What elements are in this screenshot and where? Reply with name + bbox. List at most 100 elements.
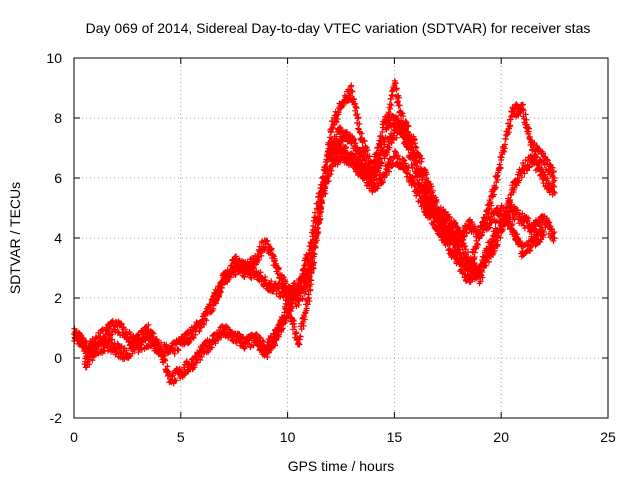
data-point-fill: [511, 230, 518, 237]
data-point-fill: [164, 363, 171, 370]
data-point-fill: [549, 164, 556, 171]
y-tick-label: 0: [54, 350, 62, 366]
data-point-fill: [344, 128, 351, 135]
data-point-fill: [208, 344, 215, 351]
data-point-fill: [333, 119, 340, 126]
data-point-fill: [241, 273, 248, 280]
data-point-fill: [527, 247, 534, 254]
data-point-fill: [392, 80, 399, 87]
data-point-fill: [488, 202, 495, 209]
x-axis-label: GPS time / hours: [288, 458, 395, 474]
data-point-fill: [197, 324, 204, 331]
data-point-fill: [336, 124, 343, 131]
data-point-fill: [551, 229, 558, 236]
data-point-fill: [401, 121, 408, 128]
data-point-fill: [273, 260, 280, 267]
data-point-fill: [480, 262, 487, 269]
data-point-fill: [379, 179, 386, 186]
data-point-fill: [203, 317, 210, 324]
data-point-fill: [494, 241, 501, 248]
data-point-fill: [248, 275, 255, 282]
data-point-fill: [376, 158, 383, 165]
data-point-fill: [443, 224, 450, 231]
data-point-fill: [302, 288, 309, 295]
data-point-fill: [300, 322, 307, 329]
y-tick-label: 8: [54, 110, 62, 126]
data-point-fill: [414, 159, 421, 166]
data-point-fill: [137, 341, 144, 348]
data-point-fill: [509, 221, 516, 228]
data-point-fill: [408, 141, 415, 148]
data-point-fill: [295, 280, 302, 287]
data-point-fill: [400, 113, 407, 120]
chart-title: Day 069 of 2014, Sidereal Day-to-day VTE…: [86, 20, 591, 36]
data-point-fill: [518, 174, 525, 181]
data-point-fill: [265, 250, 272, 257]
data-point: [348, 88, 355, 94]
data-point-fill: [520, 107, 527, 114]
data-point-fill: [353, 105, 360, 112]
data-point-fill: [386, 168, 393, 175]
series-track-c: [209, 82, 558, 310]
data-point-fill: [233, 339, 240, 346]
data-point-fill: [490, 238, 497, 245]
data-point-fill: [482, 257, 489, 264]
x-tick-label: 25: [600, 429, 616, 445]
data-point-fill: [287, 305, 294, 312]
data-point-fill: [533, 153, 540, 160]
data-point-fill: [521, 170, 528, 177]
data-point-fill: [256, 334, 263, 341]
data-point-fill: [474, 270, 481, 277]
data-point-fill: [394, 98, 401, 105]
data-point-fill: [519, 210, 526, 217]
data-point-fill: [268, 278, 275, 285]
data-point-fill: [550, 188, 557, 195]
data-point-fill: [498, 154, 505, 161]
data-point-fill: [196, 328, 203, 335]
data-point-fill: [218, 284, 225, 291]
data-point-fill: [364, 147, 371, 154]
x-tick-label: 15: [387, 429, 403, 445]
data-point-fill: [474, 241, 481, 248]
data-point-fill: [355, 114, 362, 121]
data-point-fill: [172, 377, 179, 384]
data-point: [156, 343, 163, 349]
data-point-fill: [138, 346, 145, 353]
data-point-fill: [321, 185, 328, 192]
data-point-fill: [296, 297, 303, 304]
data-point-fill: [233, 253, 240, 260]
data-point-fill: [149, 329, 156, 336]
data-point-fill: [310, 265, 317, 272]
data-point: [530, 226, 537, 232]
data-point-fill: [361, 138, 368, 145]
data-point-fill: [374, 167, 381, 174]
data-point-fill: [318, 200, 325, 207]
data-point-fill: [541, 153, 548, 160]
data-point-fill: [264, 354, 271, 361]
data-point-fill: [311, 251, 318, 258]
data-point-fill: [502, 141, 509, 148]
data-point-fill: [411, 149, 418, 156]
data-point-fill: [253, 331, 260, 338]
data-point-fill: [551, 183, 558, 190]
data-point: [487, 199, 494, 205]
data-point-fill: [406, 135, 413, 142]
data-point-fill: [295, 301, 302, 308]
data-point: [551, 235, 558, 241]
data-point-fill: [536, 218, 543, 225]
data-point-fill: [275, 331, 282, 338]
data-point-fill: [395, 94, 402, 101]
data-point-fill: [424, 185, 431, 192]
data-point-fill: [471, 249, 478, 256]
data-point-fill: [550, 230, 557, 237]
data-point-fill: [268, 346, 275, 353]
data-point-fill: [485, 258, 492, 265]
data-point-fill: [275, 265, 282, 272]
data-point-fill: [191, 364, 198, 371]
data-point-fill: [544, 175, 551, 182]
data-point-fill: [477, 278, 484, 285]
data-point-fill: [254, 258, 261, 265]
data-point-fill: [129, 350, 136, 357]
data-point-fill: [123, 347, 130, 354]
